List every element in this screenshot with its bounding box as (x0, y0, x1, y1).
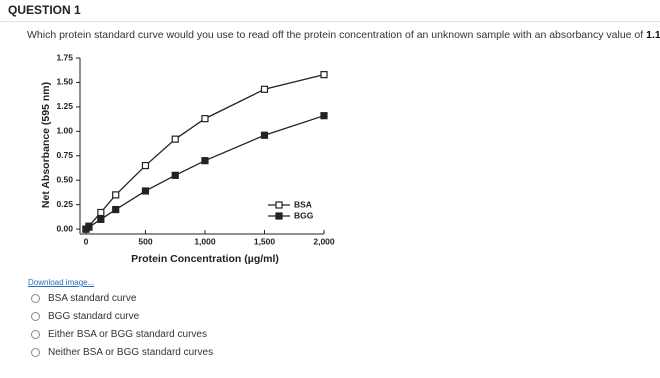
question-value: 1.105 (646, 29, 660, 41)
data-point (112, 205, 120, 214)
question-body: Which protein standard curve would you u… (27, 29, 647, 41)
data-point (201, 157, 209, 165)
legend-marker (275, 201, 283, 209)
legend-label: BSA (294, 199, 312, 209)
y-tick-label: 1.75 (56, 52, 73, 62)
data-point (97, 208, 105, 217)
y-tick-label: 0.50 (56, 174, 73, 184)
y-tick-label: 1.00 (56, 126, 73, 136)
data-point (171, 135, 179, 143)
data-point (260, 131, 269, 139)
series-line (85, 115, 325, 230)
answer-option[interactable]: Neither BSA or BGG standard curves (31, 347, 213, 358)
download-link[interactable]: Download image... (28, 278, 95, 287)
radio-button[interactable] (31, 330, 40, 339)
y-tick-label: 0.00 (56, 223, 73, 233)
question-text: Which protein standard curve would you u… (27, 29, 660, 41)
x-tick-label: 1,000 (194, 236, 216, 246)
data-point (141, 187, 150, 195)
data-point (171, 171, 179, 179)
answer-option[interactable]: BGG standard curve (31, 311, 139, 322)
y-tick-label: 1.25 (56, 101, 73, 111)
x-tick-label: 0 (84, 236, 89, 246)
x-tick-label: 1,500 (254, 236, 276, 246)
data-point (320, 71, 328, 79)
y-axis-title: Net Absorbance (595 nm) (40, 82, 52, 208)
question-title: QUESTION 1 (8, 3, 81, 17)
answer-option[interactable]: Either BSA or BGG standard curves (31, 329, 207, 340)
data-point (260, 85, 269, 93)
legend-label: BGG (294, 210, 314, 220)
radio-button[interactable] (31, 312, 40, 321)
x-tick-label: 2,000 (313, 236, 335, 246)
y-tick-label: 0.75 (56, 150, 73, 160)
radio-button[interactable] (31, 294, 40, 303)
option-label: BSA standard curve (48, 293, 137, 304)
legend-marker (275, 212, 283, 220)
x-axis-title: Protein Concentration (µg/ml) (131, 253, 279, 265)
option-label: Neither BSA or BGG standard curves (48, 347, 214, 358)
option-label: BGG standard curve (48, 311, 140, 322)
y-tick-label: 0.25 (56, 199, 73, 209)
data-point (201, 115, 209, 123)
data-point (112, 191, 120, 199)
divider (0, 21, 660, 22)
radio-button[interactable] (31, 348, 40, 357)
y-tick-label: 1.50 (56, 77, 73, 87)
data-point (141, 161, 150, 170)
x-tick-label: 500 (138, 236, 152, 246)
data-point (97, 215, 105, 223)
data-point (85, 223, 93, 231)
data-point (320, 112, 328, 120)
answer-option[interactable]: BSA standard curve (31, 293, 136, 304)
option-label: Either BSA or BGG standard curves (48, 329, 207, 340)
